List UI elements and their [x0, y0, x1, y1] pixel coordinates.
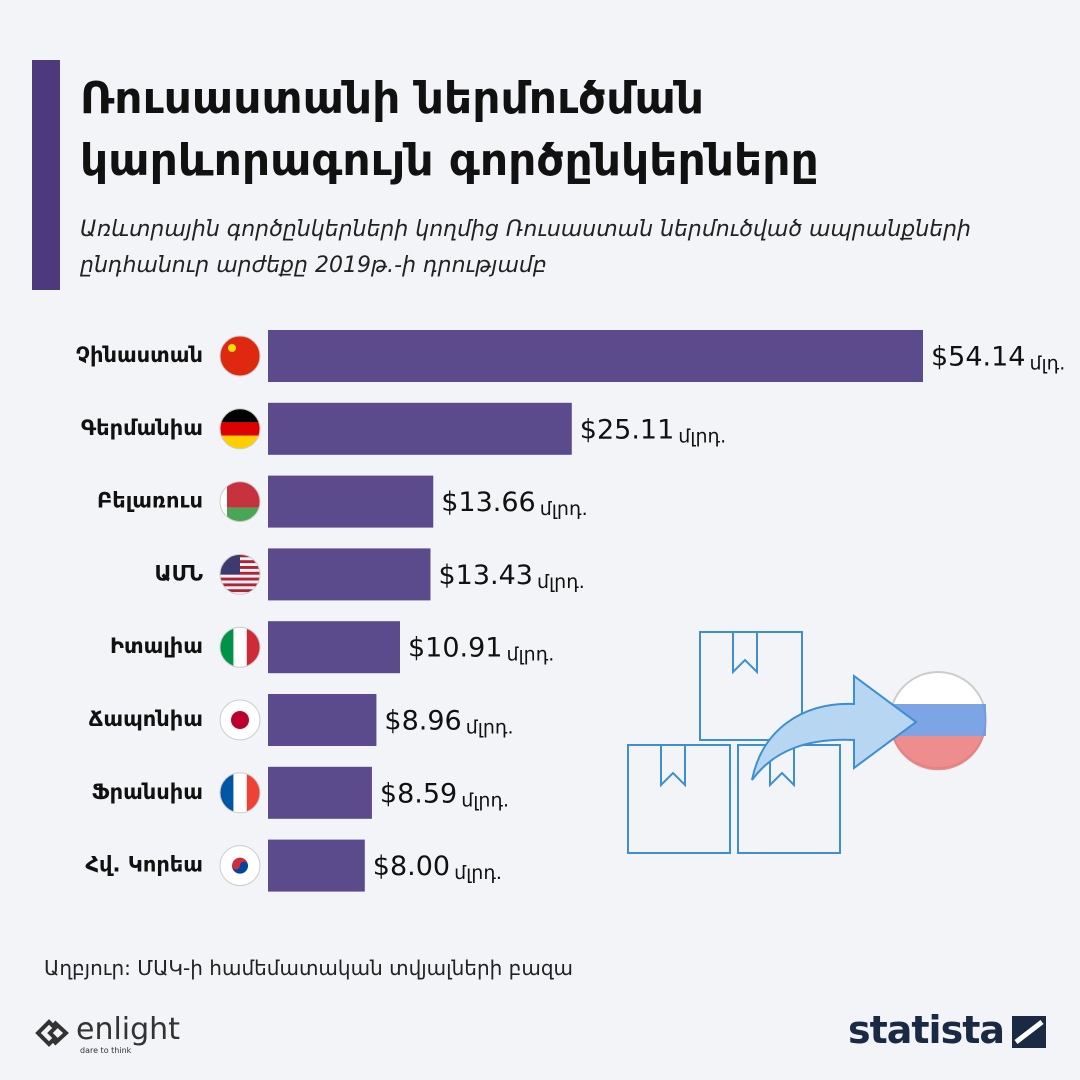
brand-icon — [35, 1019, 69, 1047]
flag-part — [220, 422, 260, 436]
flag-part — [220, 435, 260, 449]
value-label: $10.91 — [408, 633, 502, 664]
flag-part — [220, 772, 234, 813]
flag-part — [220, 336, 260, 376]
flag-part — [220, 627, 234, 668]
flag-border — [219, 553, 261, 595]
bar — [268, 621, 400, 674]
category-label: Ֆրանսիա — [92, 780, 203, 804]
flag-border — [219, 699, 261, 741]
flag — [220, 627, 260, 668]
category-label: Ճապոնիա — [89, 707, 203, 731]
title: Ռուսաստանի ներմուծման կարևորագույն գործը… — [80, 73, 819, 186]
bar — [268, 548, 431, 601]
flag-border — [219, 772, 261, 814]
flag-part — [220, 507, 260, 522]
flag-border — [219, 408, 261, 450]
brand: enlight — [76, 1012, 180, 1047]
flag-part — [220, 408, 260, 423]
flag-border — [219, 481, 261, 523]
subtitle: Առևտրային գործընկերների կողմից Ռուսաստան… — [80, 217, 971, 278]
category-label: Չինաստան — [76, 343, 203, 367]
flag-part — [220, 589, 260, 593]
source: Աղբյուր: ՄԱԿ-ի համեմատական տվյալների բազ… — [44, 956, 573, 980]
flag-part — [220, 481, 227, 522]
value-unit: մլրդ. — [461, 789, 509, 811]
value-unit: մլրդ. — [678, 425, 726, 447]
category-label: ԱՄՆ — [155, 561, 203, 585]
bar — [268, 402, 572, 455]
flag-part — [232, 861, 248, 874]
bar — [268, 766, 372, 819]
bar — [268, 839, 365, 892]
value-unit: մլրդ. — [454, 862, 502, 884]
value-unit: մլդ. — [1029, 353, 1065, 375]
illustration — [627, 631, 987, 854]
value-label: $13.66 — [441, 487, 535, 518]
flag-part — [231, 711, 249, 729]
category-label: Բելառուս — [97, 489, 203, 513]
value-label: $25.11 — [580, 414, 674, 445]
value-unit: մլրդ. — [537, 571, 585, 593]
flag — [220, 481, 260, 522]
category-label: Իտալիա — [110, 634, 203, 658]
flag-part — [228, 344, 236, 352]
category-label: Գերմանիա — [81, 416, 203, 440]
flag-border — [219, 335, 261, 377]
flag-part — [220, 577, 260, 581]
flag — [220, 336, 260, 376]
tagline: dare to think — [80, 1046, 132, 1055]
flag — [220, 700, 260, 740]
flag — [220, 408, 260, 449]
bar — [268, 330, 923, 382]
flag-border — [219, 626, 261, 668]
bar — [268, 694, 377, 746]
flag-part — [246, 627, 260, 668]
category-label: Հվ. Կորեա — [85, 853, 203, 877]
flag — [220, 772, 260, 813]
flag-part — [220, 583, 260, 587]
value-unit: մլրդ. — [466, 717, 514, 739]
value-label: $13.43 — [438, 560, 532, 591]
logo: statista — [847, 1008, 1005, 1052]
flag-part — [233, 627, 247, 668]
flag-part — [246, 772, 260, 813]
value-label: $54.14 — [931, 342, 1025, 373]
accent-bar — [32, 60, 60, 290]
flag-border — [219, 845, 261, 887]
value-label: $8.59 — [380, 778, 457, 809]
logo-icon — [1012, 1016, 1046, 1048]
value-unit: մլրդ. — [540, 498, 588, 520]
chart: Չինաստան $54.14 մլդ.Գերմանիա $25.11 մլրդ.Բել… — [76, 330, 1065, 892]
bar — [268, 475, 434, 528]
value-label: $8.00 — [373, 851, 450, 882]
value-label: $8.96 — [384, 706, 461, 737]
flag-part — [233, 772, 247, 813]
value-unit: մլրդ. — [506, 644, 554, 666]
flag — [220, 845, 260, 886]
